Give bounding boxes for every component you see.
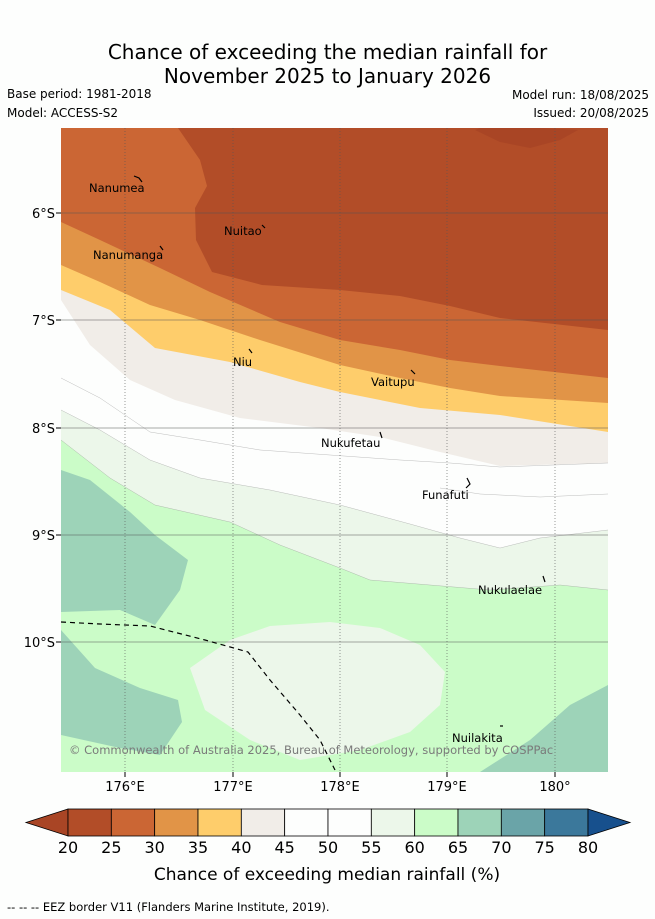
island-marks (133, 175, 546, 727)
colorbar-segment (500, 808, 546, 837)
lat-label: 7°S (32, 314, 55, 329)
title-line-2: November 2025 to January 2026 (163, 64, 492, 88)
lon-label: 177°E (213, 780, 253, 795)
lon-label: 180° (539, 780, 570, 795)
place-label: Nukulaelae (478, 583, 542, 597)
colorbar-arrow-high (587, 808, 632, 837)
colorbar-segment (327, 808, 372, 837)
colorbar: 20 25 30 35 40 45 50 55 60 65 70 75 80 Chance of exc… (24, 808, 632, 885)
lon-label: 179°E (427, 780, 467, 795)
colorbar-tick-label: 50 (318, 838, 338, 857)
place-label: Nanumea (89, 181, 145, 195)
colorbar-tick-label: 40 (231, 838, 251, 857)
colorbar-segments (24, 808, 632, 837)
place-label: Vaitupu (371, 375, 415, 389)
zone-20-25 (475, 128, 578, 148)
colorbar-tick-label: 70 (491, 838, 511, 857)
lat-label: 6°S (32, 207, 55, 222)
colorbar-segment (544, 808, 589, 837)
place-label: Nuitao (224, 224, 262, 238)
colorbar-segment (414, 808, 459, 837)
colorbar-segment (67, 808, 112, 837)
colorbar-tick-label: 45 (274, 838, 294, 857)
colorbar-title: Chance of exceeding median rainfall (%) (154, 865, 500, 885)
zone-70-75-southeast (480, 685, 608, 772)
eez-border (61, 621, 336, 771)
colorbar-segment (284, 808, 329, 837)
place-label: Funafuti (422, 488, 469, 502)
latitude-lines (61, 212, 608, 643)
colorbar-segment (197, 808, 242, 837)
lon-label: 178°E (320, 780, 360, 795)
copyright-notice: © Commonwealth of Australia 2025, Bureau… (69, 743, 553, 757)
colorbar-tick-label: 80 (578, 838, 598, 857)
colorbar-segment (240, 808, 286, 837)
title-line-1: Chance of exceeding the median rainfall … (107, 40, 548, 64)
colorbar-segment (110, 808, 156, 837)
place-label: Nuilakita (452, 731, 503, 745)
zone-70-75-southwest (61, 630, 182, 755)
colorbar-tick-label: 60 (404, 838, 424, 857)
graticule (124, 128, 556, 772)
lon-label: 176°E (105, 780, 145, 795)
map-title: Chance of exceeding the median rainfall … (0, 40, 655, 88)
zone-60-65-south (190, 622, 445, 760)
place-label: Niu (233, 355, 252, 369)
colorbar-tick-label: 25 (101, 838, 121, 857)
issued-date: Issued: 20/08/2025 (533, 106, 649, 120)
colorbar-tick-label: 65 (448, 838, 468, 857)
colorbar-tick-label: 30 (144, 838, 164, 857)
lat-label: 10°S (24, 636, 55, 651)
colorbar-segment (370, 808, 416, 837)
model-name: Model: ACCESS-S2 (7, 106, 119, 120)
colorbar-tick-label: 35 (188, 838, 208, 857)
colorbar-segment (457, 808, 502, 837)
eez-footnote: -- -- -- EEZ border V11 (Flanders Marine… (7, 900, 330, 914)
colorbar-arrow-low (24, 808, 69, 837)
colorbar-segment (154, 808, 199, 837)
lat-axis: 6°S 7°S 8°S 9°S 10°S (24, 207, 61, 651)
lat-label: 9°S (32, 529, 55, 544)
place-label: Nukufetau (321, 436, 380, 450)
lon-axis: 176°E 177°E 178°E 179°E 180° (105, 772, 571, 795)
place-label: Nanumanga (93, 248, 163, 262)
rainfall-map: Nanumea Nuitao Nanumanga Niu Vaitupu Nuk… (61, 128, 608, 772)
zone-70-75-west (61, 470, 188, 625)
colorbar-tick-label: 55 (361, 838, 381, 857)
colorbar-labels: 20 25 30 35 40 45 50 55 60 65 70 75 80 (58, 838, 598, 857)
contour-lines (61, 377, 608, 591)
lat-label: 8°S (32, 422, 55, 437)
colorbar-tick-label: 20 (58, 838, 78, 857)
colorbar-tick-label: 75 (534, 838, 554, 857)
model-run-date: Model run: 18/08/2025 (511, 88, 649, 102)
base-period: Base period: 1981-2018 (7, 87, 152, 101)
